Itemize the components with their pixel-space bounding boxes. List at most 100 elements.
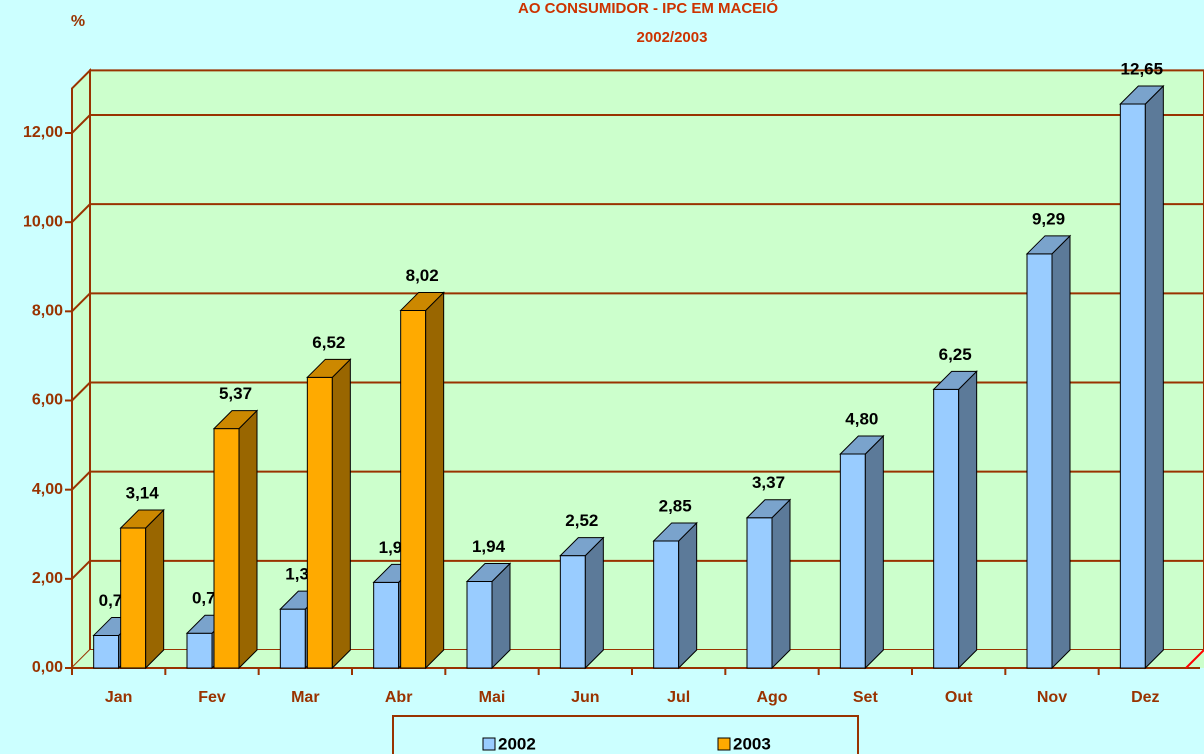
bar-top-shade bbox=[307, 359, 351, 378]
bar-top bbox=[465, 563, 512, 583]
bar-top bbox=[306, 358, 352, 378]
bar-front bbox=[93, 634, 120, 669]
bar-top bbox=[559, 537, 605, 557]
value-label: 6,25 bbox=[939, 345, 972, 364]
legend-swatch bbox=[482, 737, 496, 751]
x-tick-label: Fev bbox=[198, 689, 226, 706]
legend-box bbox=[392, 715, 859, 754]
bar-front bbox=[306, 376, 333, 669]
chart-title: AO CONSUMIDOR - IPC EM MACEIÓ bbox=[518, 0, 778, 17]
bar-front bbox=[186, 632, 213, 669]
x-tick-label: Set bbox=[853, 689, 879, 706]
bar-top bbox=[932, 370, 978, 390]
bar-side-shade bbox=[772, 499, 790, 668]
bar-front bbox=[933, 388, 960, 669]
bar-top-shade bbox=[653, 522, 697, 541]
x-tick-label: Nov bbox=[1037, 689, 1067, 706]
bar-front bbox=[373, 581, 400, 669]
grid-line bbox=[71, 470, 1204, 491]
side-wall bbox=[71, 68, 91, 671]
value-label: 9,29 bbox=[1032, 209, 1065, 228]
x-tick-label: Jun bbox=[571, 689, 599, 706]
bar-top bbox=[839, 435, 885, 455]
bar-side-shade bbox=[425, 292, 444, 668]
bar-side-shade bbox=[332, 359, 351, 668]
bar-side-shade bbox=[1052, 235, 1070, 668]
y-tick-label: 2,00 bbox=[32, 570, 63, 587]
x-tick-label: Mar bbox=[291, 689, 319, 706]
x-tick-label: Dez bbox=[1131, 689, 1159, 706]
bar-front bbox=[466, 581, 493, 669]
y-tick-label: 4,00 bbox=[32, 481, 63, 498]
x-tick-label: Abr bbox=[385, 689, 413, 706]
x-tick-label: Jan bbox=[105, 689, 133, 706]
legend-swatch bbox=[717, 737, 731, 751]
bar-side-shade bbox=[585, 537, 604, 668]
bar-top-shade bbox=[467, 563, 510, 582]
bar-side-shade bbox=[865, 436, 884, 668]
value-label: 2,52 bbox=[565, 511, 598, 530]
grid-line bbox=[71, 292, 1204, 313]
bar-side-shade bbox=[239, 410, 257, 668]
value-label: 3,14 bbox=[126, 483, 160, 502]
bar-top bbox=[1119, 85, 1165, 105]
value-label: 5,37 bbox=[219, 384, 252, 403]
bar-side-shade bbox=[958, 371, 977, 668]
bar-top bbox=[212, 410, 259, 430]
bar-top-shade bbox=[214, 410, 257, 429]
y-tick-label: 12,00 bbox=[23, 124, 63, 141]
bar-top-shade bbox=[560, 537, 604, 556]
grid-line bbox=[71, 381, 1204, 402]
legend-label: 2003 bbox=[733, 734, 771, 753]
bar-top-shade bbox=[400, 292, 444, 311]
bar-top bbox=[745, 499, 792, 519]
bar-top bbox=[119, 509, 165, 529]
bar-top-shade bbox=[1120, 86, 1164, 105]
bar-side-shade bbox=[492, 563, 510, 668]
bar-top bbox=[399, 291, 445, 311]
value-label: 1,94 bbox=[472, 537, 506, 556]
y-axis-label: % bbox=[71, 13, 85, 30]
bar-top bbox=[1025, 235, 1072, 255]
value-label: 4,80 bbox=[845, 409, 878, 428]
bar-front bbox=[1119, 103, 1146, 669]
value-label: 6,52 bbox=[312, 333, 345, 352]
bar-side-shade bbox=[1145, 86, 1164, 669]
grid-line bbox=[71, 559, 1204, 580]
bar-top-shade bbox=[1027, 235, 1070, 254]
bar-front bbox=[839, 453, 866, 669]
floor bbox=[72, 650, 1204, 668]
floor-edge bbox=[1185, 649, 1204, 669]
bar-front bbox=[279, 608, 306, 669]
bar-front bbox=[213, 428, 240, 669]
value-label: 3,37 bbox=[752, 473, 785, 492]
bar-front bbox=[1026, 253, 1053, 669]
bar-front bbox=[746, 517, 773, 669]
value-label: 2,85 bbox=[659, 496, 692, 515]
bar-top-shade bbox=[120, 510, 164, 529]
bar-top bbox=[652, 522, 698, 542]
x-tick-label: Jul bbox=[667, 689, 690, 706]
value-label: 12,65 bbox=[1121, 60, 1164, 79]
x-tick-label: Ago bbox=[756, 689, 787, 706]
bar-top-shade bbox=[840, 436, 884, 454]
y-tick-label: 8,00 bbox=[32, 303, 63, 320]
y-tick-label: 6,00 bbox=[32, 392, 63, 409]
bar-side-shade bbox=[678, 522, 697, 668]
grid-line bbox=[71, 114, 1204, 134]
bar-top-shade bbox=[747, 499, 790, 518]
bar-front bbox=[400, 309, 427, 669]
bar-front bbox=[120, 527, 147, 669]
bar-top-shade bbox=[933, 371, 977, 390]
y-tick-label: 10,00 bbox=[23, 213, 63, 230]
legend-label: 2002 bbox=[498, 734, 536, 753]
bar-front bbox=[653, 540, 680, 669]
value-label: 8,02 bbox=[406, 266, 439, 285]
x-tick-label: Out bbox=[945, 689, 973, 706]
x-tick-label: Mai bbox=[479, 689, 506, 706]
bar-front bbox=[559, 555, 586, 669]
y-tick-label: 0,00 bbox=[32, 659, 63, 676]
grid-line bbox=[71, 203, 1204, 223]
chart-subtitle: 2002/2003 bbox=[637, 29, 708, 46]
